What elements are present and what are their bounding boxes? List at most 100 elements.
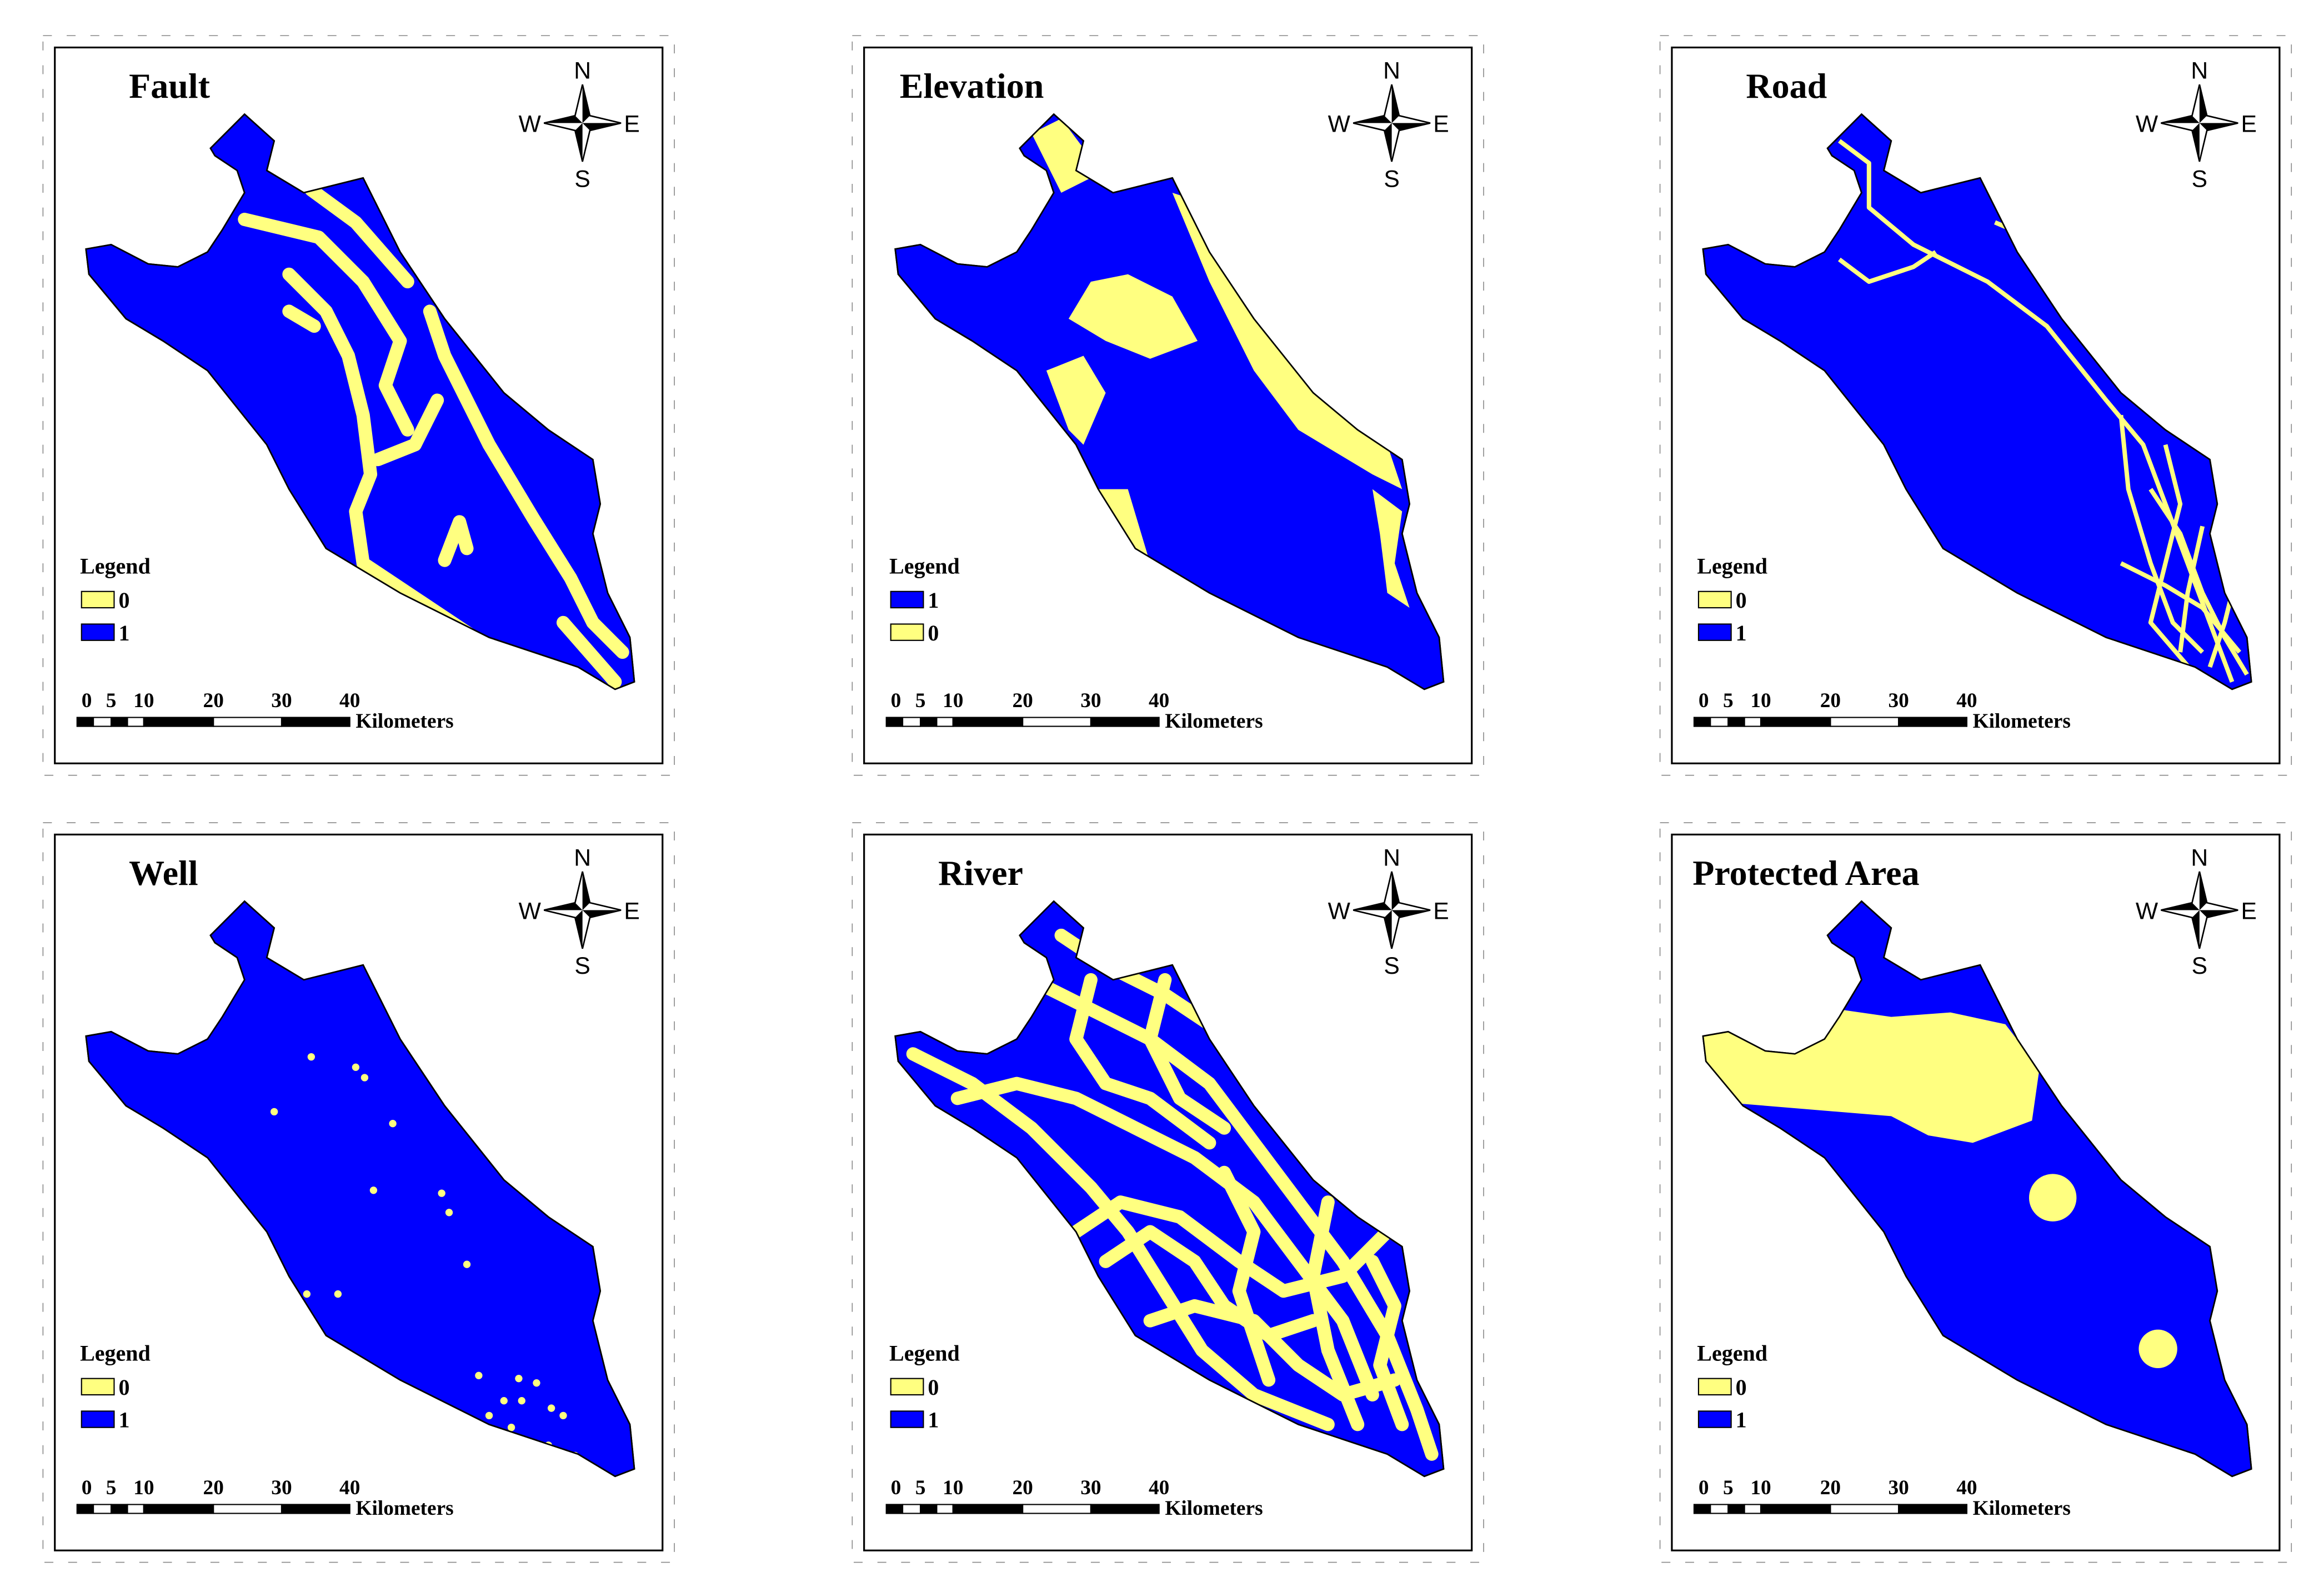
well-point — [500, 1397, 508, 1405]
scale-segment — [1744, 717, 1762, 727]
scale-segment — [281, 1504, 350, 1514]
legend-swatch — [81, 590, 115, 609]
scale-segment — [952, 717, 1024, 727]
compass-star-fill — [544, 84, 622, 162]
scale-segment — [1693, 1504, 1711, 1514]
scale-label: 30 — [1889, 1476, 1909, 1499]
well-point — [352, 1063, 360, 1071]
scale-segment — [1022, 717, 1091, 727]
scale-segment — [1693, 717, 1711, 727]
scale-label: 10 — [1750, 1476, 1771, 1499]
well-point — [360, 1074, 369, 1082]
legend-swatch — [890, 623, 924, 641]
fault-line — [371, 393, 444, 467]
neatline — [1659, 822, 2292, 1563]
scale-segment — [919, 717, 938, 727]
scale-unit: Kilometers — [1165, 710, 1263, 733]
legend-label: 1 — [928, 1408, 939, 1433]
region-border — [1702, 113, 2252, 690]
legend-label: 0 — [118, 1375, 129, 1400]
well-point — [270, 1108, 278, 1116]
scale-label: 20 — [1013, 1476, 1033, 1499]
scale-label: 20 — [203, 689, 224, 712]
scale-label: 0 — [82, 1476, 92, 1499]
scale-label: 5 — [915, 689, 926, 712]
compass-s: S — [1384, 166, 1399, 192]
road-line — [2178, 525, 2205, 653]
legend-swatch — [890, 1410, 924, 1428]
scale-segment — [901, 1504, 921, 1514]
scale-segment — [281, 717, 350, 727]
river-line — [1143, 1299, 1401, 1402]
features — [270, 1053, 597, 1474]
scale-segment — [1090, 1504, 1160, 1514]
region-border — [85, 113, 635, 690]
compass-w: W — [519, 898, 542, 924]
fault-line — [423, 304, 629, 659]
river-line — [1025, 973, 1439, 1461]
scale-segment — [1760, 1504, 1831, 1514]
legend-title: Legend — [889, 1341, 960, 1366]
scale-segment — [1830, 717, 1900, 727]
scale-segment — [93, 1504, 112, 1514]
compass-e: E — [624, 898, 639, 924]
region-border — [894, 900, 1445, 1478]
scale-label: 20 — [1013, 689, 1033, 712]
scale-segment — [1744, 1504, 1762, 1514]
legend-label: 0 — [1736, 1375, 1747, 1400]
elevation-zone — [1372, 489, 1410, 608]
scale-label: 20 — [203, 1476, 224, 1499]
well-point — [485, 1411, 493, 1420]
well-point — [533, 1379, 540, 1387]
scale-segment — [76, 717, 94, 727]
road-line — [2148, 444, 2197, 676]
scale-segment — [1898, 717, 1967, 727]
protected-zone — [2029, 1174, 2077, 1221]
scale-segment — [213, 717, 283, 727]
scale-label: 0 — [891, 1476, 901, 1499]
road-line — [2148, 488, 2249, 676]
well-point — [518, 1397, 525, 1405]
scale-segment — [1898, 1504, 1967, 1514]
legend-label: 0 — [928, 620, 939, 645]
scale-label: 10 — [943, 689, 963, 712]
scale-label: 10 — [943, 1476, 963, 1499]
legend-swatch — [81, 1410, 115, 1428]
scale-label: 40 — [1956, 689, 1977, 712]
scale-segment — [76, 1504, 94, 1514]
scale-segment — [127, 717, 144, 727]
compass-star-fill — [1353, 84, 1430, 162]
fault-line — [238, 212, 414, 437]
well-point — [463, 1260, 471, 1268]
legend-title: Legend — [80, 1341, 151, 1366]
well-point — [303, 1290, 311, 1298]
scale-segment — [952, 1504, 1024, 1514]
river-line — [1069, 973, 1216, 1150]
scale-label: 40 — [1149, 1476, 1169, 1499]
scale-label: 5 — [106, 1476, 117, 1499]
study-area — [85, 900, 635, 1478]
scale-segment — [1830, 1504, 1900, 1514]
study-area — [85, 113, 635, 690]
elevation-zone — [1031, 118, 1091, 193]
protected-zone — [2138, 1329, 2177, 1368]
scale-label: 40 — [1149, 689, 1169, 712]
compass-w: W — [2136, 111, 2158, 138]
scale-label: 30 — [1080, 689, 1101, 712]
compass-n: N — [2191, 58, 2208, 84]
legend-label: 1 — [1736, 1408, 1747, 1433]
scale-segment — [93, 717, 112, 727]
scale-label: 0 — [1699, 1476, 1709, 1499]
panel-title: Road — [1746, 66, 1827, 106]
compass-e: E — [624, 111, 639, 138]
scale-segment — [901, 717, 921, 727]
river-line — [1365, 1254, 1409, 1431]
neatline — [852, 822, 1484, 1563]
study-area — [894, 900, 1445, 1478]
compass-e: E — [1433, 898, 1449, 924]
legend-label: 1 — [118, 1408, 129, 1433]
legend-swatch — [81, 1378, 115, 1396]
